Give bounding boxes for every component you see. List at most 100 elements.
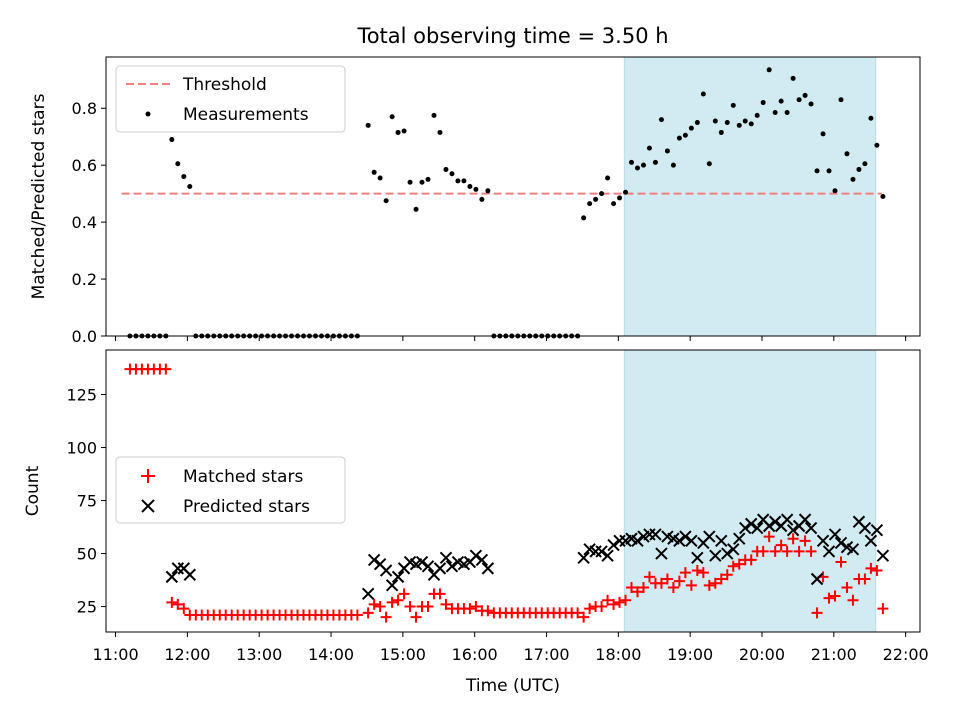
matched-star-marker [608, 598, 620, 610]
predicted-star-marker [421, 560, 435, 573]
measurement-point [862, 161, 868, 167]
predicted-star-marker [798, 513, 812, 526]
measurement-point [790, 75, 796, 81]
matched-star-marker [362, 607, 374, 619]
predicted-star-marker [445, 560, 459, 573]
matched-star-marker [871, 565, 883, 577]
predicted-star-marker [876, 549, 890, 562]
matched-star-marker [847, 594, 859, 606]
matched-star-marker [727, 560, 739, 572]
measurement-point [754, 112, 760, 118]
bottom-panel: 25 50 75 100 125 11:00 12:00 13:00 14:00 15:00 16… [23, 349, 929, 696]
predicted-star-marker [864, 534, 878, 548]
measurement-point [646, 145, 652, 151]
measurement-point [425, 176, 431, 182]
predicted-star-marker [745, 517, 758, 531]
predicted-star-marker [655, 547, 668, 560]
x-tick-label: 19:00 [667, 645, 713, 664]
measurement-point [700, 91, 706, 97]
measurement-point [431, 112, 437, 118]
measurement-point [658, 117, 664, 123]
matched-star-marker [470, 601, 482, 613]
top-panel: 0.00.20.40.60.8 Matched/Predicted stars … [29, 56, 921, 346]
predicted-star-marker [361, 587, 375, 601]
matched-star-marker [715, 573, 727, 585]
measurement-point [784, 110, 790, 116]
legend-predicted-label: Predicted stars [183, 497, 310, 517]
bottom-y-tick-label: 100 [66, 439, 97, 458]
legend-threshold-label: Threshold [182, 75, 267, 95]
predicted-star-marker [715, 534, 728, 548]
measurement-point [455, 178, 461, 184]
matched-star-marker [614, 596, 626, 608]
measurement-point [640, 162, 646, 168]
matched-star-marker [655, 577, 667, 589]
measurement-point [605, 175, 611, 181]
bottom-y-tick-label: 50 [77, 545, 97, 564]
matched-star-marker [769, 545, 781, 557]
predicted-star-marker [709, 549, 722, 562]
top-y-axis: 0.0 0.2 0.4 0.6 0.8 [72, 99, 106, 346]
top-y-tick-label: 0.6 [72, 156, 97, 175]
matched-star-marker [787, 533, 799, 545]
top-legend-box [115, 65, 346, 133]
predicted-star-marker [768, 515, 782, 528]
measurement-point [383, 198, 389, 204]
measurement-point [175, 161, 181, 167]
matched-star-marker [763, 531, 775, 543]
predicted-star-marker [816, 534, 830, 548]
predicted-star-marker [858, 521, 872, 535]
measurement-point [187, 184, 193, 190]
measurement-point [169, 137, 175, 143]
x-tick-label: 22:00 [883, 645, 929, 664]
predicted-star-marker [703, 530, 716, 543]
matched-star-marker [865, 562, 877, 574]
measurement-point [742, 118, 748, 124]
measurement-point [724, 119, 730, 125]
bottom-y-tick-label: 25 [77, 598, 97, 617]
matched-star-marker [368, 598, 380, 610]
matched-star-marker [685, 579, 697, 591]
measurement-point [730, 102, 736, 108]
measurement-point [652, 159, 658, 165]
matched-star-marker [172, 598, 184, 610]
predicted-star-marker [367, 553, 381, 567]
x-tick-label: 17:00 [523, 645, 569, 664]
measurement-point [850, 176, 856, 182]
predicted-star-marker [469, 549, 483, 562]
measurement-point [712, 118, 718, 124]
matched-star-marker [440, 598, 452, 610]
predicted-star-marker [433, 562, 447, 575]
matched-star-marker [572, 607, 584, 619]
top-y-tick-label: 0.4 [72, 213, 97, 232]
measurement-point [623, 189, 629, 195]
measurement-point [473, 186, 479, 192]
predicted-star-marker [673, 534, 686, 548]
measurement-point [748, 121, 754, 127]
x-tick-label: 18:00 [595, 645, 641, 664]
matched-star-marker [877, 603, 889, 615]
bottom-observing-window [623, 349, 877, 633]
matched-star-marker [757, 545, 769, 557]
matched-star-marker [673, 575, 685, 587]
predicted-star-marker [786, 524, 800, 537]
predicted-star-marker [439, 551, 453, 564]
measurement-point [718, 129, 724, 135]
measurement-point [778, 98, 784, 104]
x-tick-label: 21:00 [811, 645, 857, 664]
matched-star-marker [691, 565, 703, 577]
predicted-star-marker [183, 568, 197, 581]
measurement-point [587, 201, 593, 207]
top-y-tick-label: 0.2 [72, 270, 97, 289]
matched-star-marker [697, 567, 709, 579]
matched-star-marker [602, 594, 614, 606]
measurement-point [467, 184, 473, 190]
measurement-point [629, 159, 635, 165]
matched-star-marker [775, 539, 787, 551]
measurement-point [694, 119, 700, 125]
measurement-point [766, 67, 772, 73]
predicted-star-marker [481, 562, 495, 575]
measurement-point [479, 196, 485, 202]
measurement-point [377, 175, 383, 181]
matched-star-marker [793, 545, 805, 557]
